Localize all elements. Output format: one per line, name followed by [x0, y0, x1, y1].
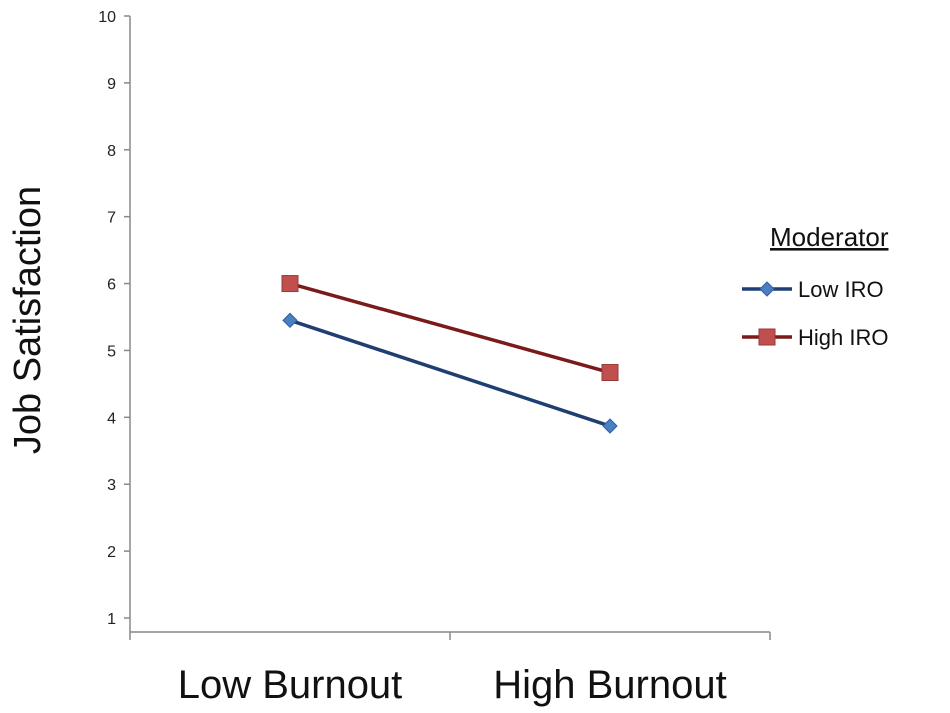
series-layer: [281, 275, 619, 434]
y-tick-label: 8: [107, 143, 116, 160]
y-tick-label: 10: [98, 9, 116, 26]
y-tick-label: 3: [107, 477, 116, 494]
legend-title: Moderator: [770, 222, 889, 252]
x-category-label: Low Burnout: [178, 663, 403, 707]
y-tick-label: 7: [107, 210, 116, 227]
data-point-square: [281, 275, 299, 293]
legend-label: Low IRO: [798, 277, 884, 302]
y-tick-label: 2: [107, 544, 116, 561]
legend-marker-diamond: [759, 281, 775, 297]
data-point-diamond: [282, 312, 298, 329]
series-line: [289, 281, 611, 375]
y-tick-label: 1: [107, 611, 116, 628]
series-line: [289, 318, 611, 428]
x-category-label: High Burnout: [493, 663, 726, 707]
y-tick-label: 4: [107, 410, 116, 427]
y-axis-title: Job Satisfaction: [7, 186, 49, 454]
y-tick-label: 9: [107, 76, 116, 93]
data-point-diamond: [602, 418, 618, 434]
legend-marker-square: [758, 328, 776, 346]
legend: Moderator Low IRO High IRO: [742, 222, 889, 350]
legend-label: High IRO: [798, 325, 888, 350]
y-tick-label: 6: [107, 277, 116, 294]
y-tick-label: 5: [107, 343, 116, 360]
data-point-square: [601, 364, 619, 382]
axes: 1 2 3 4 5 6 7 8 9 10 Low Burnout High Burnout: [98, 9, 771, 707]
